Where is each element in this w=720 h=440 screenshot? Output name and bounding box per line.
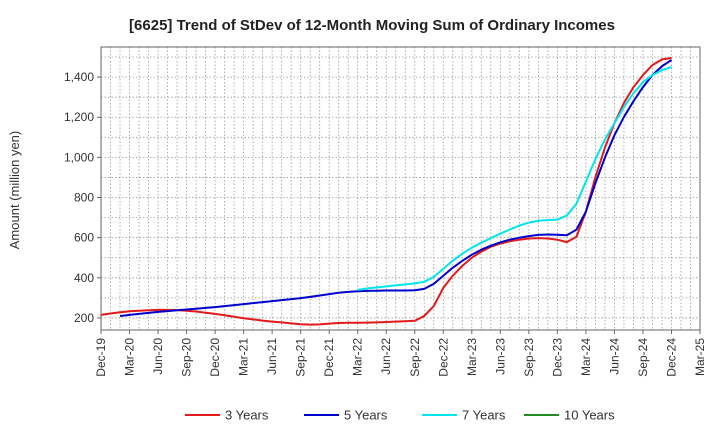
x-tick-label: Dec-24 [664, 338, 678, 377]
series-layer [100, 57, 673, 326]
x-tick-label: Dec-19 [94, 338, 108, 377]
y-tick-label: 400 [74, 271, 94, 285]
series-line-5-years [119, 59, 673, 317]
x-tick-label: Sep-24 [636, 338, 650, 377]
x-tick-label: Mar-20 [123, 338, 137, 376]
x-tick-label: Mar-21 [237, 338, 251, 376]
y-axis-ticks: 200 400 600 800 1,000 1,200 1,400 [64, 70, 101, 325]
x-tick-label: Jun-20 [151, 338, 165, 375]
grid [100, 47, 701, 330]
x-tick-label: Sep-20 [180, 338, 194, 377]
x-tick-label: Jun-21 [265, 338, 279, 375]
x-tick-label: Sep-22 [408, 338, 422, 377]
legend-label: 5 Years [344, 408, 388, 423]
y-axis-title: Amount (million yen) [7, 131, 22, 250]
series-line-7-years [357, 66, 672, 291]
x-tick-label: Dec-20 [208, 338, 222, 377]
y-tick-label: 600 [74, 231, 94, 245]
x-tick-label: Mar-23 [465, 338, 479, 376]
x-tick-label: Jun-22 [379, 338, 393, 375]
legend-label: 3 Years [225, 408, 269, 423]
y-tick-label: 200 [74, 311, 94, 325]
legend-label: 7 Years [462, 408, 506, 423]
x-tick-label: Sep-23 [522, 338, 536, 377]
x-tick-label: Dec-22 [436, 338, 450, 377]
legend: 3 Years 5 Years 7 Years 10 Years [185, 408, 615, 423]
x-tick-label: Jun-23 [493, 338, 507, 375]
x-tick-label: Jun-24 [607, 338, 621, 375]
plot-area [100, 46, 701, 331]
legend-label: 10 Years [564, 408, 615, 423]
chart-title: [6625] Trend of StDev of 12-Month Moving… [129, 17, 615, 34]
x-tick-label: Mar-25 [693, 338, 707, 376]
x-tick-label: Mar-24 [579, 338, 593, 376]
x-tick-label: Dec-21 [322, 338, 336, 377]
x-tick-label: Sep-21 [294, 338, 308, 377]
y-tick-label: 1,400 [64, 70, 94, 84]
series-line-3-years [100, 57, 672, 326]
x-axis-ticks: Dec-19 Mar-20 Jun-20 Sep-20 Dec-20 Mar-21 Jun-… [94, 330, 707, 377]
x-tick-label: Mar-22 [351, 338, 365, 376]
y-tick-label: 800 [74, 191, 94, 205]
y-tick-label: 1,000 [64, 150, 94, 164]
y-tick-label: 1,200 [64, 110, 94, 124]
x-tick-label: Dec-23 [550, 338, 564, 377]
